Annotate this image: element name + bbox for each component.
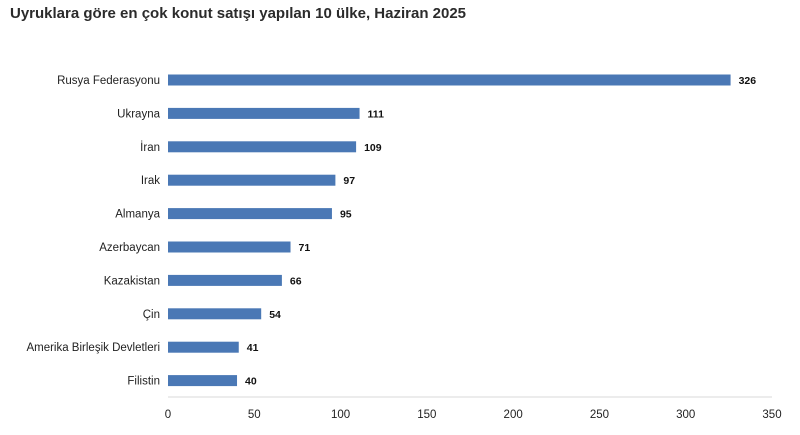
bar bbox=[168, 274, 282, 286]
category-label: Ukrayna bbox=[117, 108, 160, 120]
bar bbox=[168, 308, 262, 320]
data-label: 66 bbox=[290, 275, 302, 287]
bar bbox=[168, 107, 360, 119]
data-label: 97 bbox=[343, 175, 355, 187]
x-tick-label: 50 bbox=[248, 409, 261, 421]
bar bbox=[168, 341, 239, 353]
bar bbox=[168, 174, 336, 186]
data-label: 40 bbox=[245, 376, 257, 388]
x-ticks-group: 0 50 100 150 200 250 300 350 bbox=[165, 409, 782, 421]
category-label: Çin bbox=[143, 309, 160, 321]
category-label: Rusya Federasyonu bbox=[57, 75, 160, 87]
category-label: Kazakistan bbox=[104, 275, 160, 287]
bar bbox=[168, 375, 238, 387]
bar bbox=[168, 241, 291, 253]
x-tick-label: 0 bbox=[165, 409, 171, 421]
category-label: İran bbox=[140, 141, 160, 154]
x-tick-label: 200 bbox=[504, 409, 523, 421]
x-tick-label: 250 bbox=[590, 409, 609, 421]
bars-group bbox=[168, 74, 731, 387]
data-label: 326 bbox=[739, 75, 757, 87]
bar bbox=[168, 74, 731, 86]
data-label: 54 bbox=[269, 309, 281, 321]
x-tick-label: 150 bbox=[417, 409, 436, 421]
x-tick-label: 100 bbox=[331, 409, 350, 421]
data-label: 109 bbox=[364, 142, 382, 154]
data-label: 71 bbox=[299, 242, 311, 254]
bar bbox=[168, 141, 357, 153]
category-label: Amerika Birleşik Devletleri bbox=[26, 342, 160, 354]
category-label: Filistin bbox=[127, 376, 160, 388]
data-label: 111 bbox=[368, 108, 385, 120]
bar bbox=[168, 208, 332, 220]
value-labels-group: 326 111 109 97 95 71 66 54 41 40 bbox=[245, 75, 756, 388]
category-label: Almanya bbox=[115, 209, 160, 221]
category-label: Irak bbox=[141, 175, 160, 187]
x-tick-label: 300 bbox=[676, 409, 695, 421]
data-label: 41 bbox=[247, 342, 259, 354]
category-labels-group: Rusya Federasyonu Ukrayna İran Irak Almanya A… bbox=[26, 75, 160, 388]
data-label: 95 bbox=[340, 209, 352, 221]
category-label: Azerbaycan bbox=[99, 242, 160, 254]
x-tick-label: 350 bbox=[762, 409, 781, 421]
chart-title: Uyruklara göre en çok konut satışı yapıl… bbox=[10, 5, 467, 22]
